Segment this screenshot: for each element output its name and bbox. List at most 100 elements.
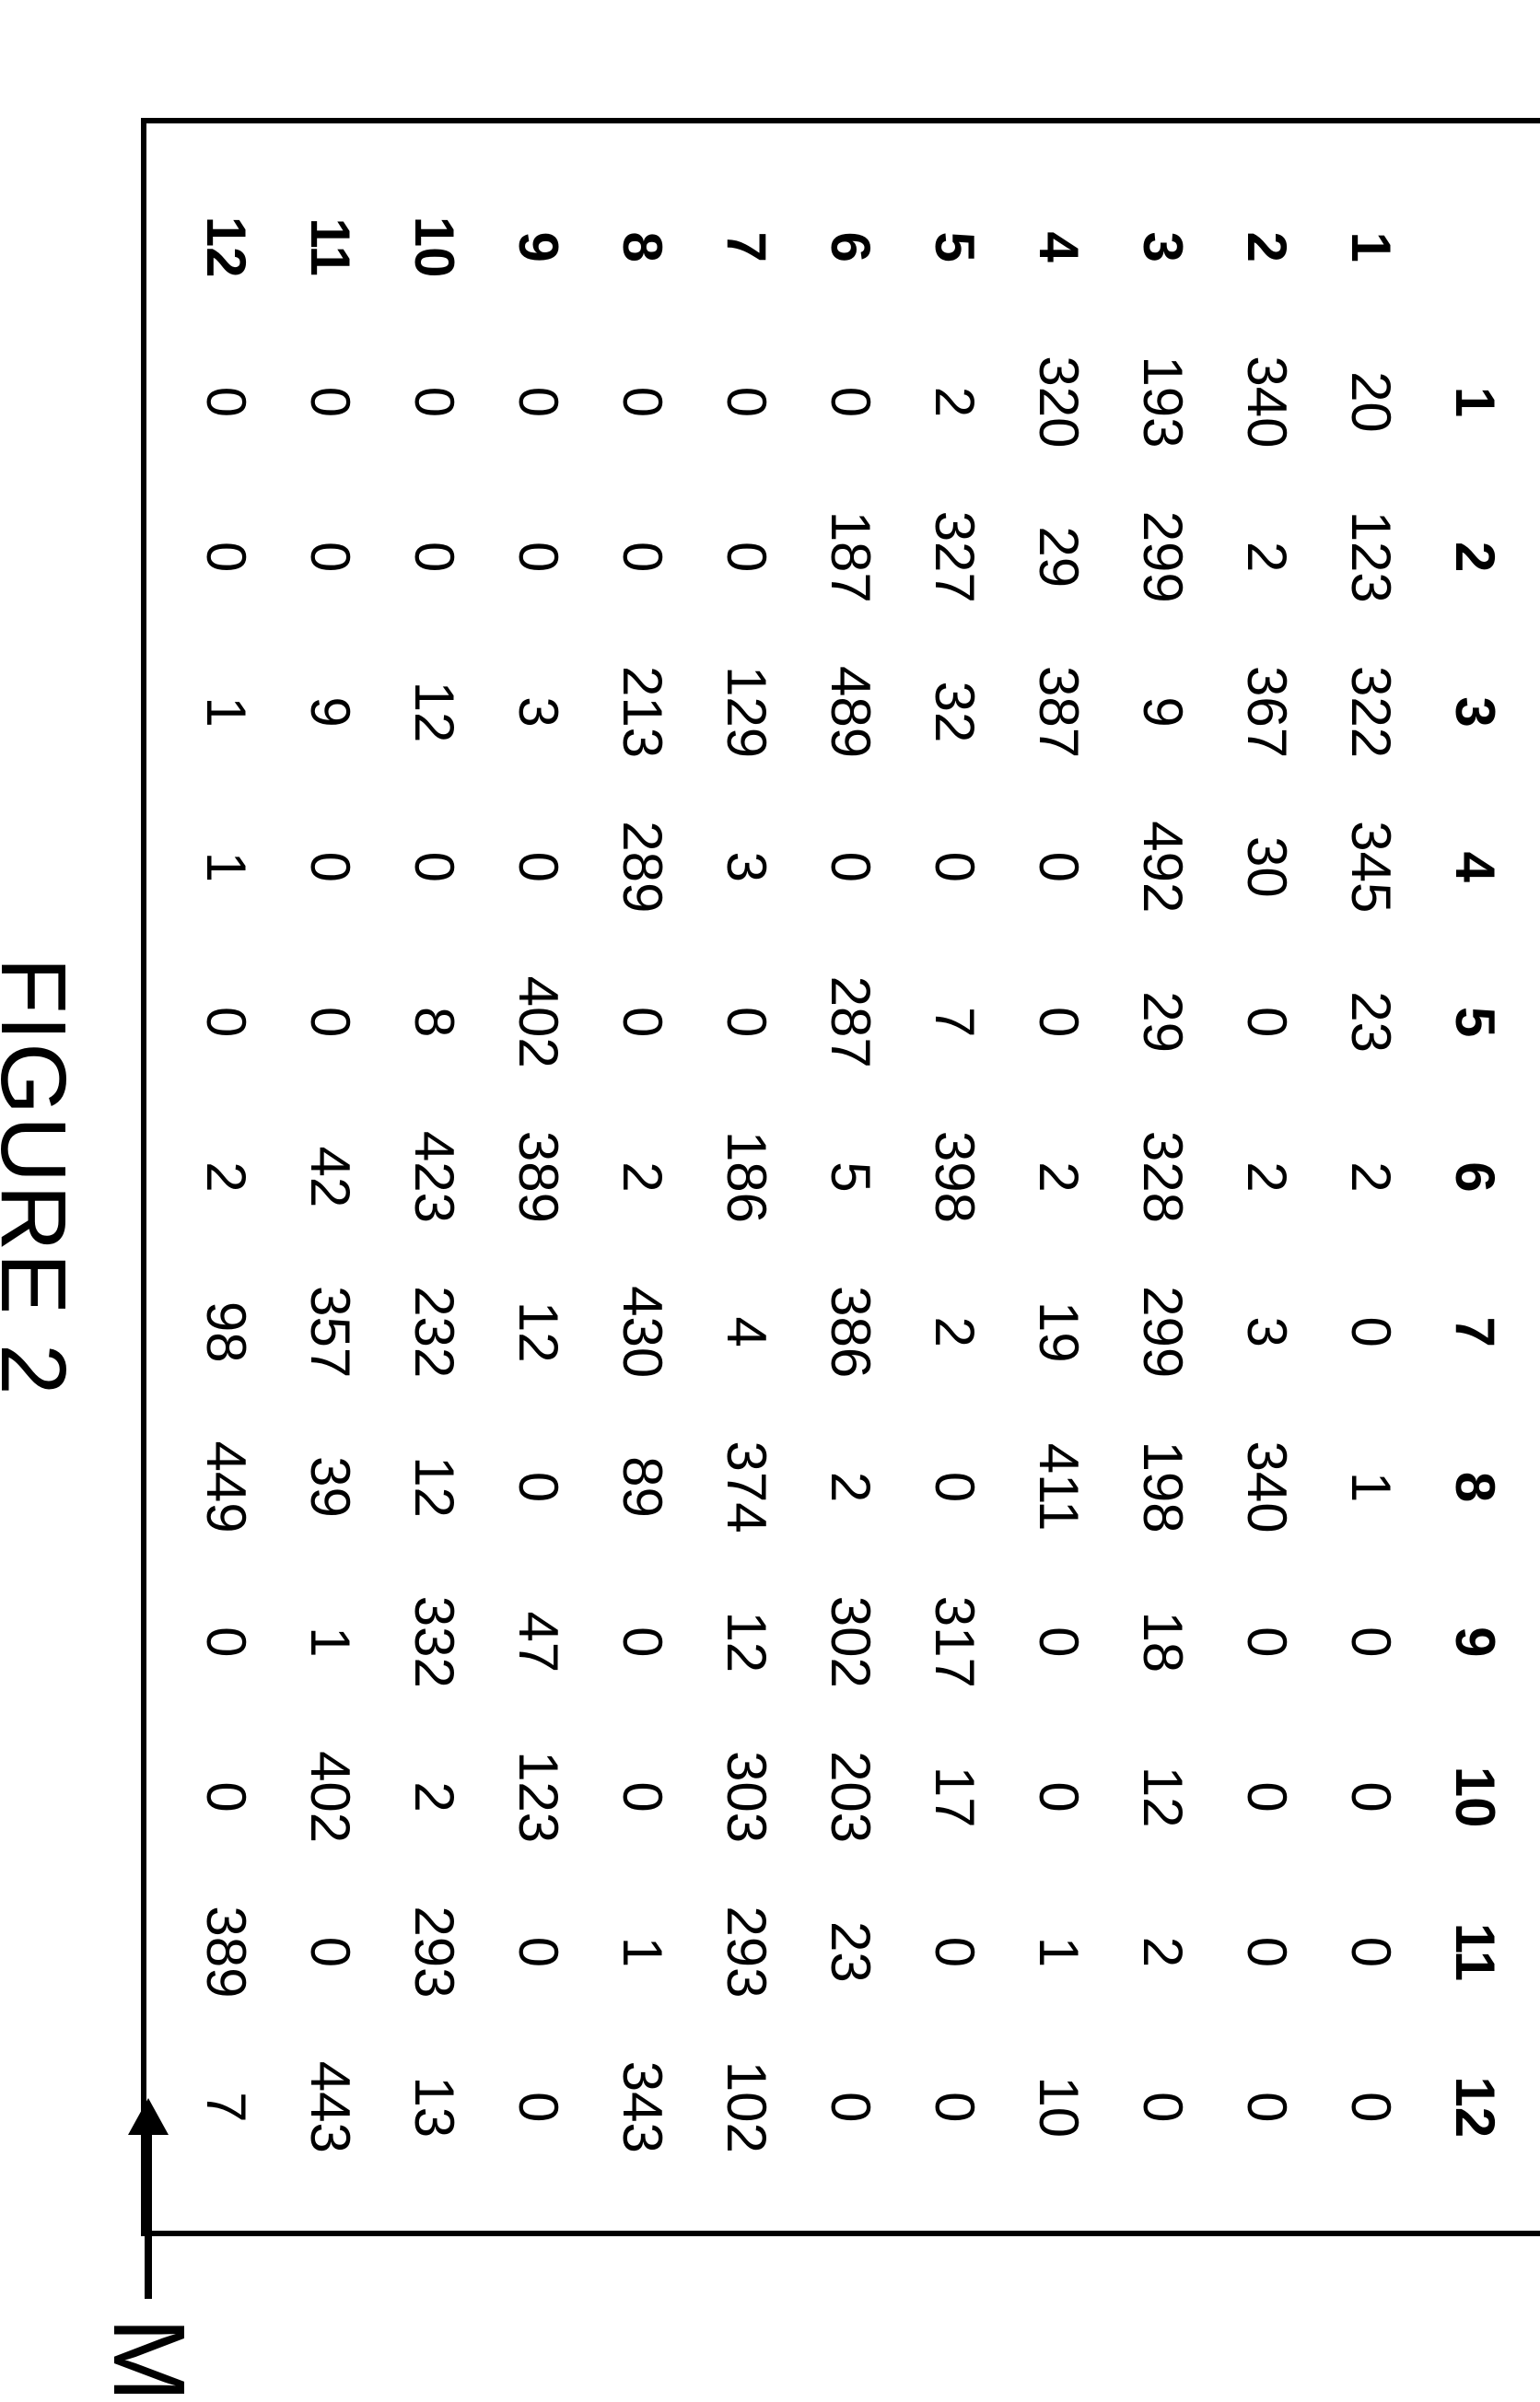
col-header: 6	[1423, 1100, 1527, 1254]
cell: 232	[382, 1254, 486, 1409]
cell: 187	[799, 480, 903, 635]
table-row: 60187489028753862302203230	[799, 169, 903, 2185]
cell: 1	[278, 1565, 382, 1720]
cell: 198	[1111, 1409, 1215, 1564]
col-header: 9	[1423, 1565, 1527, 1720]
cell: 29	[1007, 480, 1111, 635]
cell: 0	[1111, 2030, 1215, 2185]
cell: 1	[174, 789, 278, 944]
cell: 0	[174, 944, 278, 1099]
cell: 1	[590, 1874, 694, 2029]
row-header: 12	[174, 169, 278, 324]
cell: 0	[1007, 789, 1111, 944]
arrow-head-icon	[129, 2098, 169, 2135]
cell: 9	[278, 635, 382, 789]
cell: 12	[382, 1409, 486, 1564]
cell: 2	[799, 1409, 903, 1564]
table-row: 3193299949229328299198181220	[1111, 169, 1215, 2185]
corner-cell	[1423, 169, 1527, 324]
cell: 12	[486, 1254, 590, 1409]
figure-caption: FIGURE 2	[0, 118, 86, 2236]
cell: 8	[382, 944, 486, 1099]
cell: 0	[1215, 1874, 1319, 2029]
cell: 32	[903, 635, 1007, 789]
col-header: 12	[1423, 2030, 1527, 2185]
cell: 0	[382, 480, 486, 635]
cell: 0	[278, 324, 382, 479]
cell: 0	[174, 1565, 278, 1720]
table-row: 4320293870021941100110	[1007, 169, 1111, 2185]
matrix-label-arrow: M	[90, 2098, 207, 2402]
cell: 0	[174, 480, 278, 635]
col-header: 3	[1423, 635, 1527, 789]
cell: 13	[382, 2030, 486, 2185]
cell: 23	[1319, 944, 1423, 1099]
cell: 0	[799, 2030, 903, 2185]
cell: 0	[903, 1874, 1007, 2029]
rotated-container: 1 2 3 4 5 6 7 8 9 10 11 12	[0, 118, 1540, 2236]
cell: 102	[694, 2030, 799, 2185]
cell: 7	[903, 944, 1007, 1099]
cell: 2	[903, 324, 1007, 479]
cell: 0	[903, 1409, 1007, 1564]
page: 1 2 3 4 5 6 7 8 9 10 11 12	[0, 0, 1540, 2354]
row-header: 2	[1215, 169, 1319, 324]
cell: 0	[486, 1874, 590, 2029]
cell: 0	[1215, 2030, 1319, 2185]
cell: 0	[486, 324, 590, 479]
cell: 2	[1215, 1100, 1319, 1254]
cell: 0	[1319, 1565, 1423, 1720]
cell: 0	[486, 1409, 590, 1564]
cell: 0	[486, 2030, 590, 2185]
cell: 193	[1111, 324, 1215, 479]
cell: 39	[278, 1409, 382, 1564]
col-header: 8	[1423, 1409, 1527, 1564]
cell: 398	[903, 1100, 1007, 1254]
cell: 332	[382, 1565, 486, 1720]
cell: 0	[1319, 1874, 1423, 2029]
cell: 10	[1007, 2030, 1111, 2185]
cell: 287	[799, 944, 903, 1099]
table-row: 23402367300233400000	[1215, 169, 1319, 2185]
cell: 17	[903, 1720, 1007, 1874]
cell: 2	[382, 1720, 486, 1874]
matrix-frame: 1 2 3 4 5 6 7 8 9 10 11 12	[141, 118, 1540, 2236]
cell: 0	[1215, 1720, 1319, 1874]
col-header: 4	[1423, 789, 1527, 944]
row-header: 9	[486, 169, 590, 324]
cell: 0	[1007, 944, 1111, 1099]
cell: 89	[590, 1409, 694, 1564]
cell: 0	[694, 480, 799, 635]
cell: 2	[1111, 1874, 1215, 2029]
cell: 449	[174, 1409, 278, 1564]
cell: 303	[694, 1720, 799, 1874]
cell: 0	[174, 1720, 278, 1874]
col-header: 5	[1423, 944, 1527, 1099]
cell: 0	[590, 1565, 694, 1720]
cell: 357	[278, 1254, 382, 1409]
cell: 186	[694, 1100, 799, 1254]
table-row: 70012930186437412303293102	[694, 169, 799, 2185]
cell: 0	[903, 789, 1007, 944]
cell: 489	[799, 635, 903, 789]
cell: 340	[1215, 324, 1319, 479]
cell: 18	[1111, 1565, 1215, 1720]
cell: 367	[1215, 635, 1319, 789]
cell: 443	[278, 2030, 382, 2185]
cell: 123	[486, 1720, 590, 1874]
cell: 12	[382, 635, 486, 789]
cell: 203	[799, 1720, 903, 1874]
col-header: 2	[1423, 480, 1527, 635]
table-row: 1100900423573914020443	[278, 169, 382, 2185]
cell: 0	[799, 324, 903, 479]
cell: 9	[1111, 635, 1215, 789]
table-row: 900304023891204712300	[486, 169, 590, 2185]
row-header: 7	[694, 169, 799, 324]
cell: 0	[590, 324, 694, 479]
cell: 0	[278, 789, 382, 944]
cell: 12	[694, 1565, 799, 1720]
cell: 430	[590, 1254, 694, 1409]
cell: 0	[1007, 1720, 1111, 1874]
cell: 29	[1111, 944, 1215, 1099]
row-header: 6	[799, 169, 903, 324]
